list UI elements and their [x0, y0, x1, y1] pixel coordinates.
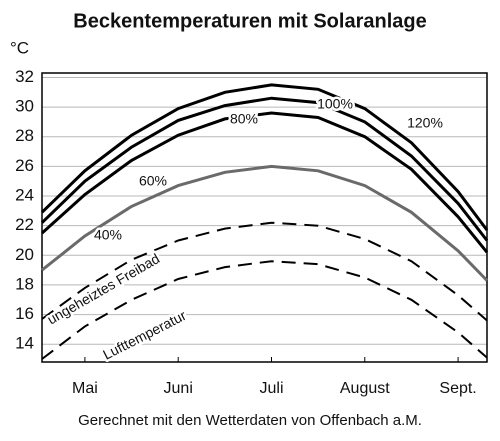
- series-label: 120%: [407, 115, 443, 131]
- y-tick-label: 28: [15, 126, 34, 145]
- series-label: 100%: [317, 96, 353, 112]
- y-tick-label: 14: [15, 334, 34, 353]
- x-tick-label: Sept.: [439, 380, 476, 397]
- y-tick-label: 22: [15, 215, 34, 234]
- series-line: [40, 83, 489, 232]
- y-tick-label: 20: [15, 245, 34, 264]
- y-tick-label: 18: [15, 274, 34, 293]
- series-line: [41, 221, 488, 322]
- y-axis-unit: °C: [10, 38, 29, 57]
- series-line: [41, 260, 488, 360]
- chart-title: Beckentemperaturen mit Solaranlage: [73, 10, 426, 32]
- series-label: 80%: [230, 111, 258, 127]
- series-label: 60%: [139, 173, 167, 189]
- y-tick-label: 24: [15, 185, 34, 204]
- y-tick-label: 16: [15, 304, 34, 323]
- plot-frame: [41, 72, 488, 363]
- x-tick-label: Juli: [259, 380, 283, 397]
- series-line: [40, 96, 489, 242]
- series-line: [41, 164, 489, 282]
- x-tick-label: August: [340, 380, 390, 397]
- x-tick-label: Mai: [72, 380, 98, 397]
- y-tick-label: 32: [15, 67, 34, 86]
- annotation: 40%: [94, 227, 122, 243]
- x-tick-label: Juni: [164, 380, 193, 397]
- y-tick-label: 26: [15, 156, 34, 175]
- series-line: [40, 111, 489, 254]
- series-label: Lufttemperatur: [100, 307, 189, 363]
- y-tick-label: 30: [15, 97, 34, 116]
- caption: Gerechnet mit den Wetterdaten von Offenb…: [78, 412, 422, 429]
